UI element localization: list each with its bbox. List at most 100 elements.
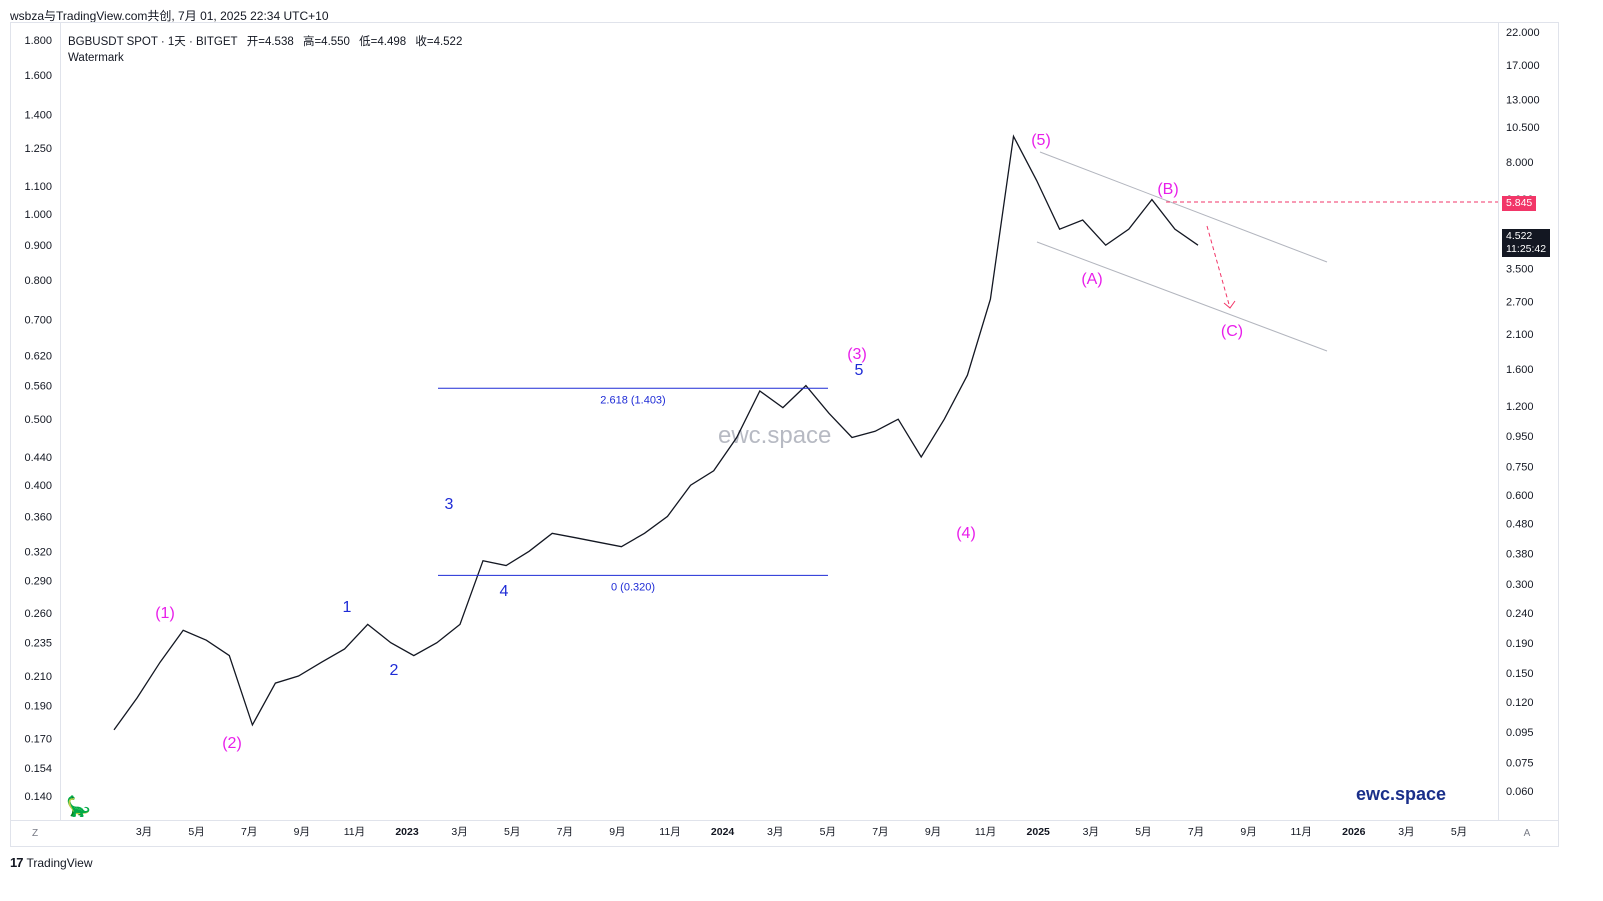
left-axis-tick: 0.170 [24, 734, 52, 746]
ohlc-low: 低=4.498 [359, 36, 407, 48]
ohlc-high: 高=4.550 [302, 36, 350, 48]
wave-label: 3 [445, 496, 454, 513]
right-axis-tick: 0.380 [1506, 549, 1534, 561]
left-axis-tick: 0.210 [24, 671, 52, 683]
time-axis-tick: 3月 [136, 826, 152, 838]
left-axis-tick: 0.900 [24, 240, 52, 252]
right-axis-tick: 0.750 [1506, 461, 1534, 473]
right-axis-tick: 13.000 [1506, 95, 1540, 107]
projection-arrow [1206, 225, 1231, 309]
current-price-value: 4.522 [1506, 230, 1533, 242]
right-axis-tick: 8.000 [1506, 157, 1534, 169]
indicator-label[interactable]: Watermark [68, 52, 124, 64]
projection-arrowhead [1223, 300, 1236, 309]
auto-scale-left-button[interactable]: Z [31, 828, 39, 839]
time-axis-tick: 7月 [557, 826, 573, 838]
left-axis-tick: 0.360 [24, 511, 52, 523]
time-axis-tick: 5月 [820, 826, 836, 838]
right-axis-tick: 1.200 [1506, 401, 1534, 413]
left-axis-tick: 0.560 [24, 381, 52, 393]
time-axis-tick: 5月 [1135, 826, 1151, 838]
ohlc-close: 收=4.522 [415, 36, 463, 48]
time-axis-tick: 2026 [1342, 826, 1366, 838]
time-axis-tick: 9月 [609, 826, 625, 838]
wave-label: (3) [847, 346, 867, 363]
time-axis-tick: 3月 [1083, 826, 1099, 838]
time-axis-tick: 11月 [1290, 826, 1311, 838]
right-axis-tick: 0.950 [1506, 431, 1534, 443]
ohlc-open: 开=4.538 [246, 36, 294, 48]
channel-upper-line [1039, 151, 1328, 263]
fib-level-label: 2.618 (1.403) [600, 394, 665, 406]
left-axis-tick: 0.700 [24, 315, 52, 327]
bar-countdown: 11:25:42 [1506, 243, 1547, 255]
time-axis-tick: 9月 [294, 826, 310, 838]
wave-label: (C) [1221, 323, 1243, 340]
time-axis-tick: 9月 [925, 826, 941, 838]
left-axis-tick: 0.800 [24, 275, 52, 287]
wave-label: 4 [500, 583, 509, 600]
wave-label: (B) [1157, 181, 1178, 198]
time-axis-tick: 5月 [504, 826, 520, 838]
time-axis-tick: 2024 [711, 826, 735, 838]
time-axis-tick: 2023 [395, 826, 419, 838]
right-axis-tick: 0.060 [1506, 786, 1534, 798]
left-axis-tick: 0.154 [24, 763, 52, 775]
footer: 17 TradingView [10, 855, 93, 870]
auto-scale-button[interactable]: A [1523, 828, 1531, 839]
time-axis-tick: 7月 [1188, 826, 1204, 838]
right-axis-tick: 2.700 [1506, 297, 1534, 309]
left-axis-tick: 0.400 [24, 480, 52, 492]
time-axis-tick: 7月 [872, 826, 888, 838]
time-axis-tick: 11月 [344, 826, 365, 838]
chart-pane[interactable] [60, 22, 1499, 820]
left-axis-tick: 0.320 [24, 546, 52, 558]
left-axis-tick: 1.800 [24, 35, 52, 47]
right-axis-tick: 0.095 [1506, 727, 1534, 739]
tradingview-logo-icon: 17 [10, 855, 24, 870]
time-axis-tick: 3月 [451, 826, 467, 838]
left-axis-tick: 0.260 [24, 608, 52, 620]
right-axis-tick: 0.075 [1506, 757, 1534, 769]
wave-label: (4) [956, 525, 976, 542]
left-axis-tick: 0.235 [24, 638, 52, 650]
left-axis-tick: 1.600 [24, 70, 52, 82]
right-axis-tick: 0.190 [1506, 638, 1534, 650]
chart-frame [10, 22, 1559, 847]
right-axis-tick: 10.500 [1506, 122, 1540, 134]
right-axis-tick: 17.000 [1506, 60, 1540, 72]
brand-label: ewc.space [1356, 784, 1447, 804]
time-axis-tick: 3月 [767, 826, 783, 838]
right-axis-tick: 0.120 [1506, 697, 1534, 709]
symbol-legend: BGBUSDT SPOT · 1天 · BITGET 开=4.538 高=4.5… [68, 34, 468, 66]
time-axis-tick: 5月 [188, 826, 204, 838]
left-axis-tick: 1.250 [24, 143, 52, 155]
right-axis-tick: 0.300 [1506, 579, 1534, 591]
wave-label: (1) [155, 605, 175, 622]
left-axis-tick: 0.620 [24, 351, 52, 363]
right-axis-tick: 3.500 [1506, 263, 1534, 275]
left-axis-tick: 0.500 [24, 414, 52, 426]
time-axis-tick: 11月 [975, 826, 996, 838]
left-axis-tick: 0.290 [24, 575, 52, 587]
watermark-text: ewc.space [718, 422, 832, 449]
chart-header-caption: wsbza与TradingView.com共创, 7月 01, 2025 22:… [10, 9, 329, 23]
channel-lower-line [1036, 241, 1328, 352]
left-axis-tick: 0.440 [24, 452, 52, 464]
dino-logo-icon: 🦕 [66, 796, 91, 818]
fib-level-label: 0 (0.320) [611, 581, 655, 593]
time-axis-tick: 2025 [1027, 826, 1051, 838]
time-axis-tick: 3月 [1398, 826, 1414, 838]
symbol-title[interactable]: BGBUSDT SPOT · 1天 · BITGET [68, 36, 238, 48]
right-axis-tick: 0.600 [1506, 490, 1534, 502]
right-axis-tick: 0.480 [1506, 519, 1534, 531]
footer-brand[interactable]: TradingView [26, 855, 93, 870]
left-axis-tick: 1.100 [24, 181, 52, 193]
time-axis-tick: 7月 [241, 826, 257, 838]
time-axis-tick: 9月 [1240, 826, 1256, 838]
left-axis-tick: 0.190 [24, 701, 52, 713]
wave-label: 2 [390, 662, 399, 679]
time-axis[interactable] [10, 820, 1559, 847]
wave-label: (2) [222, 735, 242, 752]
